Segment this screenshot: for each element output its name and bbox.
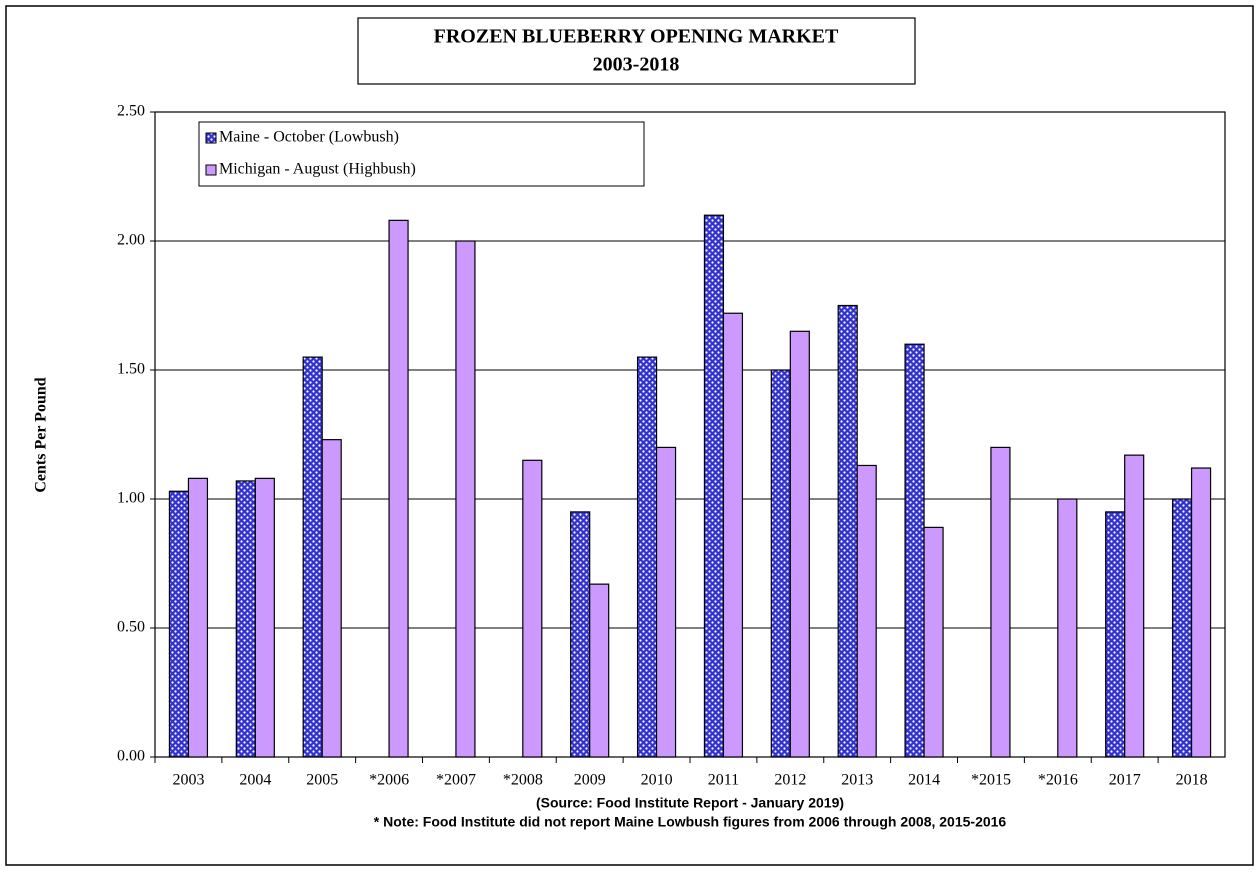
chart-subtitle: 2003-2018 — [593, 54, 680, 76]
x-tick-label: 2011 — [708, 772, 739, 789]
bar — [187, 477, 209, 758]
bar — [856, 464, 877, 758]
bar — [388, 219, 409, 758]
y-axis-label: Cents Per Pound — [33, 377, 50, 492]
bar — [722, 312, 744, 758]
y-tick-label: 2.00 — [117, 232, 145, 249]
x-tick-label: 2014 — [908, 772, 940, 789]
x-tick-label: *2015 — [971, 772, 1011, 789]
bar — [235, 480, 256, 758]
source-note: (Source: Food Institute Report - January… — [536, 795, 844, 811]
x-tick-label: 2005 — [306, 772, 338, 789]
legend-label: Maine - October (Lowbush) — [219, 129, 399, 146]
x-tick-label: *2007 — [436, 772, 476, 789]
bar — [1190, 467, 1212, 758]
x-tick-label: 2003 — [172, 772, 204, 789]
bar — [455, 240, 476, 758]
bar — [168, 490, 190, 758]
x-tick-label: 2010 — [641, 772, 673, 789]
x-tick-label: 2018 — [1176, 772, 1208, 789]
bar — [703, 214, 725, 758]
bar — [254, 477, 275, 758]
bar — [837, 304, 858, 758]
y-tick-label: 1.00 — [117, 490, 145, 507]
bar — [1124, 454, 1145, 758]
bar — [570, 511, 591, 758]
y-tick-label: 2.50 — [117, 103, 145, 120]
y-tick-label: 0.00 — [117, 748, 145, 765]
x-tick-label: *2006 — [369, 772, 409, 789]
x-tick-label: 2012 — [774, 772, 806, 789]
bar — [904, 343, 925, 758]
bar — [522, 459, 543, 758]
x-tick-label: 2004 — [239, 772, 271, 789]
bar — [1057, 498, 1078, 758]
footnote: * Note: Food Institute did not report Ma… — [374, 814, 1007, 830]
bar — [923, 526, 944, 758]
bar — [990, 446, 1011, 758]
bar — [1171, 498, 1193, 758]
y-tick-label: 1.50 — [117, 361, 145, 378]
legend-box — [198, 121, 645, 187]
chart-title: FROZEN BLUEBERRY OPENING MARKET — [434, 26, 839, 48]
title-box — [357, 17, 916, 85]
bar — [1105, 511, 1126, 758]
x-tick-label: 2017 — [1109, 772, 1141, 789]
chart-border — [5, 5, 1254, 866]
bar — [770, 369, 791, 758]
bar — [302, 356, 323, 758]
legend-label: Michigan - August (Highbush) — [219, 161, 416, 178]
x-tick-label: 2013 — [841, 772, 873, 789]
bar — [655, 446, 677, 758]
bar — [321, 439, 342, 758]
y-tick-label: 0.50 — [117, 619, 145, 636]
x-tick-label: *2016 — [1038, 772, 1078, 789]
legend-swatch — [205, 164, 217, 176]
legend-swatch — [205, 132, 217, 144]
bar — [789, 330, 810, 758]
bar — [636, 356, 658, 758]
bar — [589, 583, 610, 758]
x-tick-label: *2008 — [503, 772, 543, 789]
x-tick-label: 2009 — [574, 772, 606, 789]
